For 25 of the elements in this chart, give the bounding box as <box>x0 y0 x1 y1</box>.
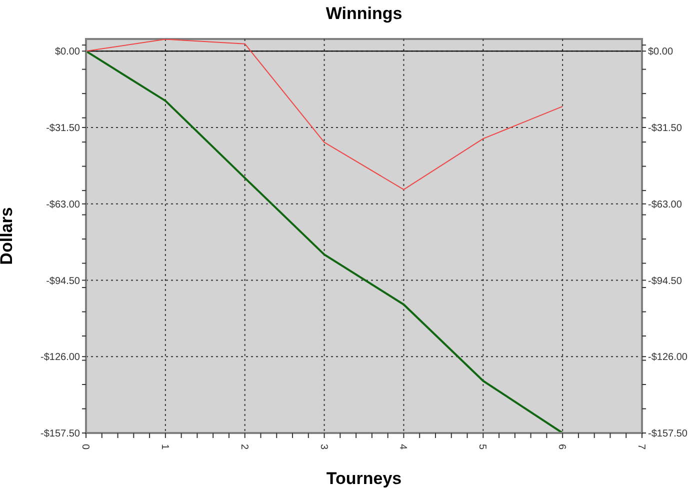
y-tick-label: -$126.00 <box>40 352 80 364</box>
x-tick-label: 0 <box>80 444 90 450</box>
y2-tick-label: -$63.00 <box>648 199 682 210</box>
y-tick-label: -$63.00 <box>46 199 80 210</box>
y-axis-title: Dollars <box>0 207 16 265</box>
y-tick-label: $0.00 <box>54 46 80 58</box>
y2-tick-label: $0.00 <box>648 46 674 58</box>
x-tick-label: 7 <box>636 444 646 450</box>
y2-tick-label: -$157.50 <box>648 428 688 440</box>
x-tick-label: 5 <box>476 444 488 450</box>
y-tick-label: -$157.50 <box>40 428 80 440</box>
x-tick-label: 4 <box>397 444 408 450</box>
x-tick-label: 3 <box>318 444 329 450</box>
x-tick-label: 1 <box>158 444 170 450</box>
y-tick-label: -$31.50 <box>46 123 80 134</box>
y2-tick-label: -$126.00 <box>648 352 688 364</box>
x-tick-label: 6 <box>556 444 568 450</box>
chart-title: Winnings <box>324 4 404 24</box>
line-series <box>86 39 564 190</box>
y2-tick-label: -$94.50 <box>648 276 682 287</box>
x-axis-title: Tourneys <box>326 469 402 488</box>
line-series <box>86 50 564 433</box>
y2-tick-label: -$31.50 <box>648 123 682 134</box>
x-tick-label: 2 <box>238 444 250 450</box>
y-tick-label: -$94.50 <box>46 276 80 287</box>
